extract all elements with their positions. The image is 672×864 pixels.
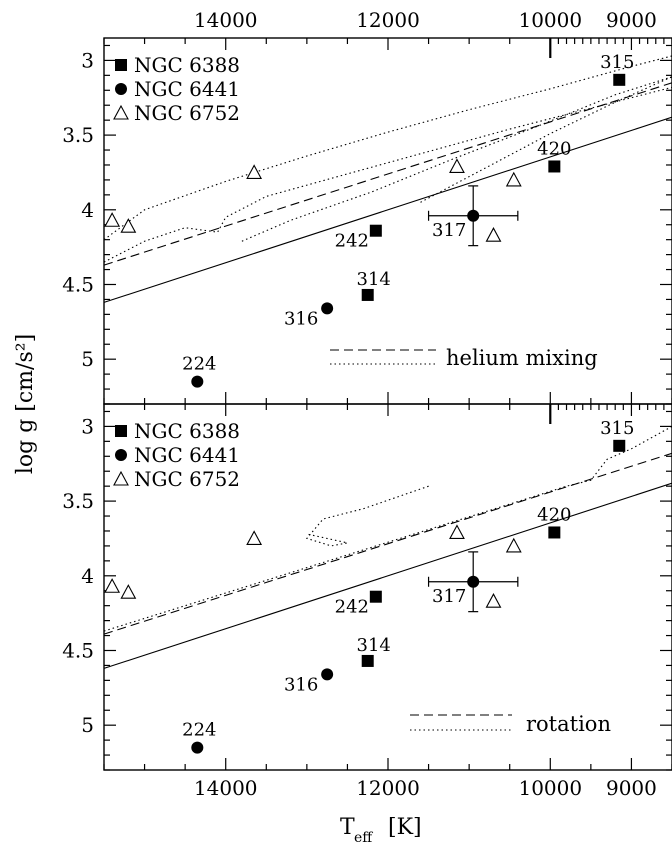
legend-circle-marker	[115, 83, 127, 95]
legend-helium-mixing: helium mixing	[446, 346, 598, 370]
x-tick-label-top: 10000	[518, 8, 582, 32]
y-tick-label: 3.5	[62, 489, 94, 513]
legend-label: NGC 6441	[134, 443, 240, 467]
point-label: 316	[284, 674, 318, 695]
x-tick-labels-bottom: 14000 12000 10000 9000	[194, 776, 657, 800]
x-axis-label-main: T	[340, 815, 355, 840]
point-ngc6752	[450, 159, 464, 172]
point-label: 242	[335, 597, 369, 618]
x-tick-label-bottom: 14000	[194, 776, 258, 800]
model-curve-dotted	[307, 486, 429, 546]
legend-square-marker	[115, 425, 127, 437]
x-axis-label-unit: [K]	[388, 815, 422, 840]
point-ngc6441	[191, 742, 203, 754]
point-ngc6752	[486, 228, 500, 241]
point-ngc6441	[467, 576, 479, 588]
legend-label: NGC 6752	[134, 101, 240, 125]
point-ngc6752	[450, 525, 464, 538]
x-tick-label-bottom: 10000	[518, 776, 582, 800]
legend-label: NGC 6752	[134, 467, 240, 491]
point-ngc6388	[548, 526, 560, 538]
legend-triangle-marker	[114, 106, 128, 119]
point-ngc6388	[613, 440, 625, 452]
y-tick-label: 5	[81, 713, 94, 737]
point-ngc6441	[321, 302, 333, 314]
point-label: 224	[182, 720, 216, 741]
y-axis-label: log g [cm/s²]	[13, 334, 38, 474]
point-ngc6388	[613, 74, 625, 86]
point-label: 224	[182, 354, 216, 375]
point-ngc6752	[121, 585, 135, 598]
legend-rotation: rotation	[526, 712, 611, 736]
y-tick-label: 4	[81, 564, 94, 588]
point-label: 420	[537, 504, 571, 525]
y-tick-label: 4.5	[62, 272, 94, 296]
point-label: 315	[600, 418, 634, 439]
point-label: 314	[357, 635, 391, 656]
point-label: 315	[600, 52, 634, 73]
point-ngc6388	[548, 160, 560, 172]
y-tick-label: 3.5	[62, 123, 94, 147]
legend-label: NGC 6388	[134, 419, 240, 443]
y-tick-label: 4.5	[62, 638, 94, 662]
point-ngc6388	[362, 289, 374, 301]
legend-label: NGC 6441	[134, 77, 240, 101]
point-label: 317	[432, 220, 466, 241]
legend-triangle-marker	[114, 472, 128, 485]
point-ngc6388	[370, 225, 382, 237]
point-ngc6441	[321, 668, 333, 680]
point-label: 316	[284, 308, 318, 329]
point-ngc6752	[507, 539, 521, 552]
top-line-legend: helium mixing	[330, 346, 598, 370]
legend-square-marker	[115, 59, 127, 71]
point-label: 317	[432, 586, 466, 607]
bottom-line-legend: rotation	[410, 712, 611, 736]
point-ngc6388	[370, 591, 382, 603]
y-tick-label: 4	[81, 198, 94, 222]
point-ngc6388	[362, 655, 374, 667]
point-ngc6441	[467, 210, 479, 222]
point-ngc6752	[105, 213, 119, 226]
x-tick-label-top: 9000	[606, 8, 657, 32]
x-tick-labels-top: 14000 12000 10000 9000	[194, 8, 657, 32]
y-tick-label: 3	[81, 414, 94, 438]
x-tick-label-top: 14000	[194, 8, 258, 32]
point-ngc6752	[105, 579, 119, 592]
x-tick-label-bottom: 9000	[606, 776, 657, 800]
legend-label: NGC 6388	[134, 53, 240, 77]
x-axis-label-subscript: eff	[354, 830, 373, 846]
y-tick-label: 3	[81, 48, 94, 72]
y-tick-labels: 3 3.5 4 4.5 5 3 3.5 4 4.5 5	[62, 48, 94, 737]
point-label: 420	[537, 138, 571, 159]
point-label: 314	[357, 269, 391, 290]
legend-circle-marker	[115, 449, 127, 461]
point-label: 242	[335, 231, 369, 252]
point-ngc6441	[191, 376, 203, 388]
point-ngc6752	[507, 173, 521, 186]
point-ngc6752	[486, 594, 500, 607]
y-tick-label: 5	[81, 347, 94, 371]
x-tick-label-bottom: 12000	[356, 776, 420, 800]
point-ngc6752	[247, 531, 261, 544]
point-ngc6752	[247, 165, 261, 178]
x-axis-label: T eff [K]	[340, 815, 422, 846]
x-tick-label-top: 12000	[356, 8, 420, 32]
